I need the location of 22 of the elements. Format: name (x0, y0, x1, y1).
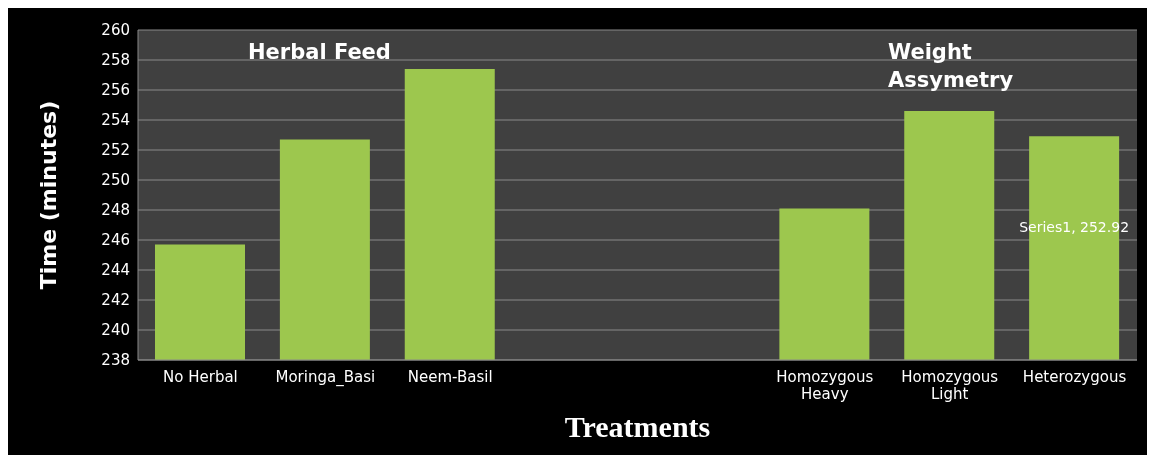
x-tick-label: Homozygous Heavy (776, 368, 874, 403)
x-tick-label: No Herbal (163, 368, 238, 386)
y-tick-label: 250 (101, 171, 130, 190)
y-tick-label: 252 (101, 141, 130, 160)
y-tick-label: 246 (101, 231, 130, 250)
y-tick-label: 260 (101, 21, 130, 40)
y-tick-label: 258 (101, 51, 130, 70)
annotation: Herbal Feed (248, 39, 392, 66)
y-tick-label: 240 (101, 321, 130, 340)
y-tick-label: 248 (101, 201, 130, 220)
x-tick-label: Homozygous Light (901, 368, 999, 403)
y-tick-label: 238 (101, 351, 130, 370)
x-tick-label: Heterozygous (1022, 368, 1127, 386)
x-tick-label: Neem-Basil (407, 368, 493, 386)
y-tick-label: 244 (101, 261, 130, 280)
annotation: Weight Assymetry (888, 39, 1015, 94)
y-tick-label: 242 (101, 291, 130, 310)
x-tick-label: Moringa_Basi (275, 368, 376, 387)
y-tick-label: 254 (101, 111, 130, 130)
y-axis-title: Time (minutes) (35, 100, 61, 290)
x-axis-title: Treatments (564, 410, 711, 443)
y-tick-label: 256 (101, 81, 130, 100)
